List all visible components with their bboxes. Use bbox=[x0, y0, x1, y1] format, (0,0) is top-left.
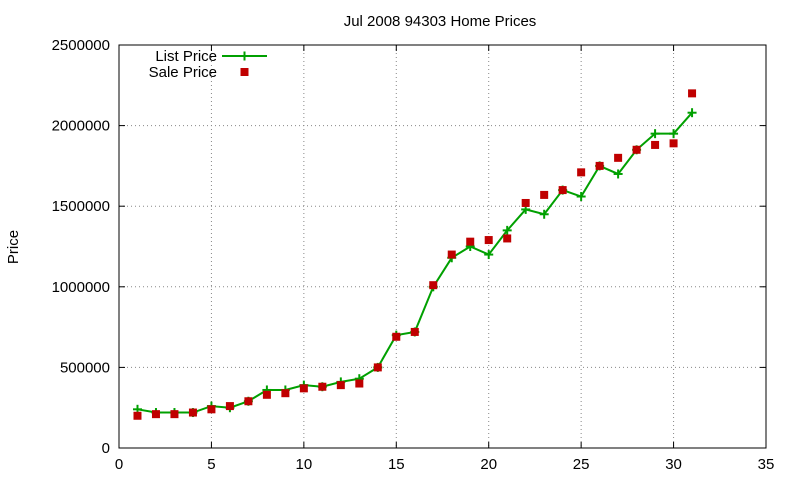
sale-price-point bbox=[614, 153, 623, 162]
gridlines bbox=[119, 45, 766, 448]
sale-price-point bbox=[336, 381, 345, 390]
list-price-point bbox=[539, 209, 549, 219]
sale-price-point bbox=[466, 237, 475, 246]
sale-price-point bbox=[484, 236, 493, 245]
list-price-point bbox=[484, 250, 494, 260]
sale-price-point bbox=[447, 250, 456, 259]
x-tick-label: 25 bbox=[573, 456, 590, 473]
plot-frame bbox=[118, 44, 767, 449]
legend-list-price-marker bbox=[240, 51, 249, 61]
legend-sale-price-label: Sale Price bbox=[149, 64, 217, 81]
y-axis-label: Price bbox=[5, 230, 22, 264]
legend-list-price-label: List Price bbox=[155, 48, 217, 65]
list-price-point bbox=[687, 108, 697, 118]
sale-price-point bbox=[688, 89, 697, 98]
y-tick-label: 0 bbox=[102, 440, 110, 457]
sale-price-point bbox=[669, 139, 678, 148]
sale-price-point bbox=[244, 397, 253, 406]
y-tick-label: 1000000 bbox=[52, 279, 110, 296]
x-tick-label: 35 bbox=[758, 456, 775, 473]
sale-price-point bbox=[595, 161, 604, 170]
list-price-point bbox=[613, 169, 623, 179]
sale-price-point bbox=[540, 190, 549, 199]
legend-sale-price-marker bbox=[240, 68, 249, 76]
sale-price-point bbox=[225, 402, 234, 411]
sale-price-point bbox=[207, 405, 216, 414]
sale-price-point bbox=[392, 332, 401, 341]
y-tick-label: 1500000 bbox=[52, 198, 110, 215]
sale-price-point bbox=[188, 408, 197, 417]
sale-price-point bbox=[410, 327, 419, 336]
sale-price-point bbox=[577, 168, 586, 177]
y-tick-label: 500000 bbox=[60, 359, 110, 376]
axis-ticks: 0 5 10 15 20 25 30 35 0 500000 1000000 1500000 20000… bbox=[52, 37, 775, 473]
x-tick-label: 5 bbox=[207, 456, 215, 473]
sale-price-point bbox=[651, 140, 660, 149]
x-tick-label: 30 bbox=[665, 456, 682, 473]
x-tick-label: 0 bbox=[115, 456, 123, 473]
chart-title: Jul 2008 94303 Home Prices bbox=[344, 13, 537, 30]
sale-price-point bbox=[299, 384, 308, 393]
x-tick-label: 10 bbox=[296, 456, 313, 473]
sale-price-point bbox=[262, 390, 271, 399]
list-price-line bbox=[137, 112, 693, 414]
y-tick-label: 2500000 bbox=[52, 37, 110, 54]
list-price-point bbox=[502, 225, 512, 235]
sale-price-point bbox=[355, 379, 364, 388]
series-layer bbox=[132, 89, 697, 420]
y-tick-label: 2000000 bbox=[52, 118, 110, 135]
sale-price-point bbox=[318, 382, 327, 391]
sale-price-point bbox=[521, 198, 530, 207]
list-price-point bbox=[650, 129, 660, 139]
list-price-point bbox=[669, 129, 679, 139]
sale-price-point bbox=[170, 410, 179, 419]
sale-price-point bbox=[281, 389, 290, 398]
x-tick-label: 20 bbox=[480, 456, 497, 473]
sale-price-point bbox=[429, 281, 438, 290]
sale-price-point bbox=[373, 363, 382, 372]
sale-price-point bbox=[632, 145, 641, 154]
sale-price-point bbox=[558, 186, 567, 195]
list-price-point bbox=[576, 192, 586, 202]
sale-price-point bbox=[151, 410, 160, 419]
x-tick-label: 15 bbox=[388, 456, 405, 473]
sale-price-point bbox=[503, 234, 512, 243]
sale-price-point bbox=[133, 411, 142, 420]
